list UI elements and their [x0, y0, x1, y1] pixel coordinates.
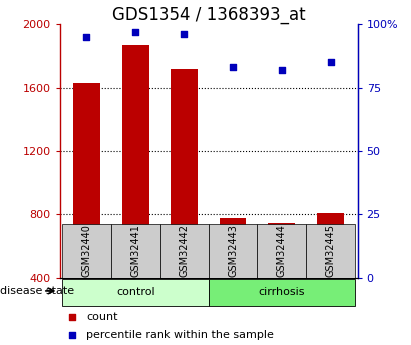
Text: GSM32443: GSM32443	[228, 225, 238, 277]
Bar	[219, 218, 247, 278]
Title: GDS1354 / 1368393_at: GDS1354 / 1368393_at	[112, 6, 305, 24]
Text: percentile rank within the sample: percentile rank within the sample	[86, 331, 274, 340]
Bar	[122, 45, 149, 278]
Bar	[62, 279, 209, 306]
Point	[279, 67, 285, 72]
Text: control: control	[116, 287, 155, 297]
Text: GSM32445: GSM32445	[326, 225, 336, 277]
Text: cirrhosis: cirrhosis	[259, 287, 305, 297]
Bar	[317, 213, 344, 278]
Bar	[62, 224, 111, 278]
Bar	[306, 224, 355, 278]
Point	[230, 65, 236, 70]
Text: GSM32444: GSM32444	[277, 225, 287, 277]
Point	[132, 29, 139, 34]
Bar	[160, 224, 209, 278]
Text: disease state: disease state	[0, 286, 74, 296]
Point	[68, 333, 75, 338]
Bar	[257, 224, 306, 278]
Bar	[171, 69, 198, 278]
Point	[68, 314, 75, 319]
Bar	[209, 224, 257, 278]
Text: GSM32440: GSM32440	[81, 225, 92, 277]
Text: GSM32441: GSM32441	[130, 225, 140, 277]
Point	[181, 31, 187, 37]
Bar	[268, 223, 295, 278]
Bar	[111, 224, 160, 278]
Text: GSM32442: GSM32442	[179, 225, 189, 277]
Bar	[209, 279, 355, 306]
Text: count: count	[86, 312, 118, 322]
Bar	[73, 83, 100, 278]
Point	[83, 34, 90, 40]
Point	[328, 59, 334, 65]
